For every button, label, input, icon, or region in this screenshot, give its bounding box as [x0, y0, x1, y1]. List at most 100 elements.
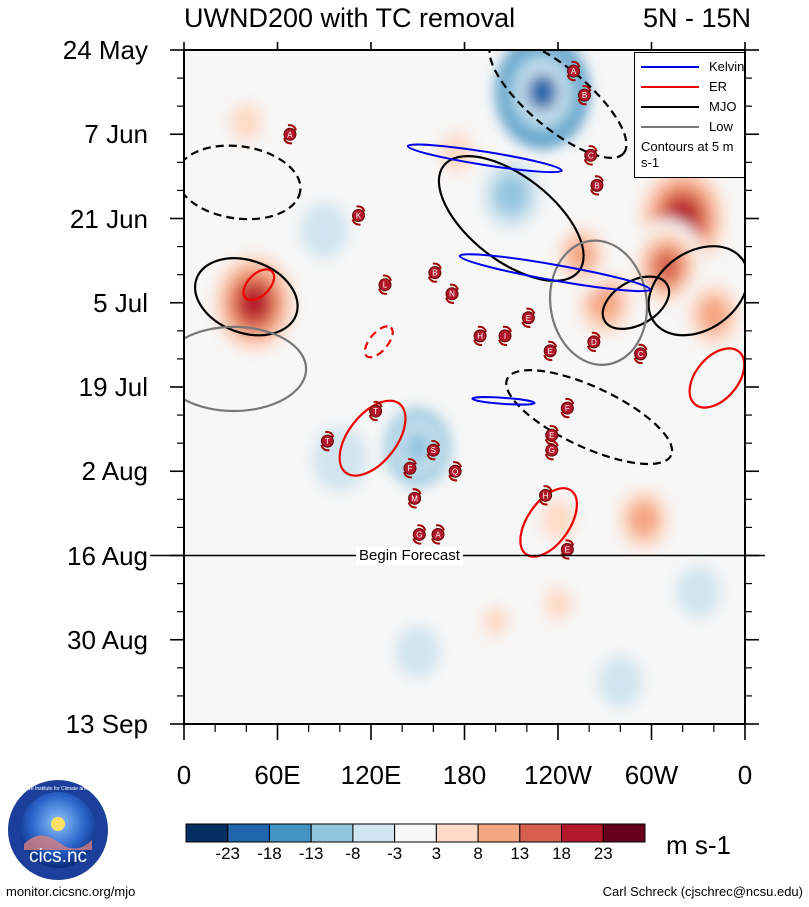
colorbar-tick-label: 8 [473, 844, 483, 863]
kelvin-contour [458, 253, 652, 293]
logo-ring-text: Cooperative Institute for Climate and Sa… [7, 786, 110, 792]
tc-letter: M [411, 494, 418, 503]
anomaly-blob [526, 73, 558, 111]
anomaly-blob [482, 605, 510, 638]
mjo-contour [647, 245, 745, 337]
legend: Kelvin ER MJO Low Contours at 5 m s-1 [634, 52, 745, 178]
tc-letter: E [526, 314, 531, 323]
legend-item-kelvin: Kelvin [641, 59, 745, 75]
tc-marker: T [320, 431, 335, 452]
footer-url[interactable]: monitor.cicsnc.org/mjo [6, 884, 136, 899]
colorbar-tick-label: 13 [510, 844, 530, 863]
tc-letter: B [582, 91, 587, 100]
tc-letter: E [549, 431, 554, 440]
tc-letter: T [373, 407, 378, 416]
colorbar [185, 823, 646, 843]
colorbar-tick-label: -3 [387, 844, 403, 863]
kelvin-contour [471, 396, 536, 406]
tc-marker: I [498, 325, 512, 346]
tc-marker: B [577, 84, 592, 106]
y-tick-label: 19 Jul [78, 372, 148, 402]
legend-item-mjo: MJO [641, 99, 741, 115]
tc-letter: D [591, 338, 597, 347]
colorbar-tick-label: 18 [552, 844, 571, 863]
legend-label: ER [709, 79, 728, 94]
legend-swatch-mjo [641, 106, 699, 108]
tc-letter: E [548, 347, 553, 356]
tc-letter: B [432, 269, 437, 278]
low-contour [548, 239, 649, 366]
tc-letter: C [588, 151, 594, 160]
y-tick-label: 13 Sep [65, 709, 148, 739]
low-contour [184, 325, 308, 413]
legend-label: Kelvin [709, 59, 745, 74]
anomaly-blob [403, 430, 432, 464]
er-contour [338, 399, 407, 477]
tc-marker: L [378, 274, 392, 295]
legend-item-low: Low [641, 119, 741, 135]
colorbar-swatch [602, 823, 646, 843]
tc-marker: B [590, 175, 604, 196]
mjo-contour [193, 257, 299, 337]
tc-marker: A [283, 124, 297, 145]
tc-letter: G [549, 446, 555, 455]
x-tick-label: 120W [524, 760, 592, 790]
x-tick-label: 0 [737, 760, 753, 790]
colorbar-swatch [185, 823, 229, 843]
colorbar-swatch [310, 823, 354, 843]
forecast-label: Begin Forecast [356, 546, 463, 565]
y-tick-label: 21 Jun [69, 203, 148, 234]
er-contour [519, 487, 578, 558]
tc-letter: H [543, 491, 549, 500]
colorbar-swatch [394, 823, 437, 843]
legend-note: Contours at 5 m s-1 [641, 139, 734, 170]
colorbar-unit: m s-1 [666, 830, 731, 860]
x-tick-label: 0 [176, 760, 192, 790]
tc-letter: A [287, 130, 293, 139]
y-tick-label: 16 Aug [67, 540, 148, 571]
colorbar-swatch [352, 823, 396, 843]
anomaly-blob [229, 102, 263, 142]
anomaly-blob [606, 665, 634, 698]
tc-letter: C [638, 350, 644, 359]
tc-marker: G [544, 440, 559, 461]
kelvin-contour [406, 143, 563, 174]
anomaly-blob [543, 586, 573, 621]
tc-letter: E [565, 545, 570, 554]
tc-letter: K [356, 211, 362, 220]
x-tick-label: 60W [624, 760, 679, 790]
tc-marker: F [403, 458, 417, 479]
mjo-contour [437, 155, 585, 282]
tc-letter: Q [452, 467, 458, 476]
tc-letter: A [571, 67, 577, 76]
chart-subtitle: 5N - 15N [642, 3, 751, 33]
colorbar-swatch [477, 823, 521, 843]
colorbar-tick-label: -23 [215, 844, 241, 863]
tc-marker: S [426, 440, 441, 461]
tc-letter: H [477, 332, 483, 341]
x-tick-label: 60E [254, 760, 301, 790]
anomaly-blob [439, 131, 475, 174]
tc-letter: F [565, 404, 570, 413]
anomaly-blob [404, 635, 432, 668]
colorbar-swatch [268, 823, 312, 843]
anomaly-blob [309, 213, 339, 248]
er-contour [242, 268, 276, 302]
colorbar-tick-label: -13 [298, 844, 324, 863]
tc-marker: E [521, 307, 536, 328]
anomaly-blob [241, 615, 283, 665]
tc-letter: S [431, 446, 436, 455]
tc-letter: F [408, 464, 413, 473]
anomaly-blob [493, 173, 529, 216]
legend-swatch-er [641, 86, 699, 88]
y-tick-label: 7 Jun [84, 119, 148, 150]
tc-marker: F [560, 397, 575, 419]
tc-letter: A [435, 530, 441, 539]
anomaly-blob [684, 575, 712, 608]
legend-item-er: ER [641, 79, 741, 95]
cics-logo[interactable]: cics.nc Cooperative Institute for Climat… [6, 778, 110, 882]
tc-marker: C [583, 145, 598, 166]
colorbar-tick-label: -18 [257, 844, 282, 863]
